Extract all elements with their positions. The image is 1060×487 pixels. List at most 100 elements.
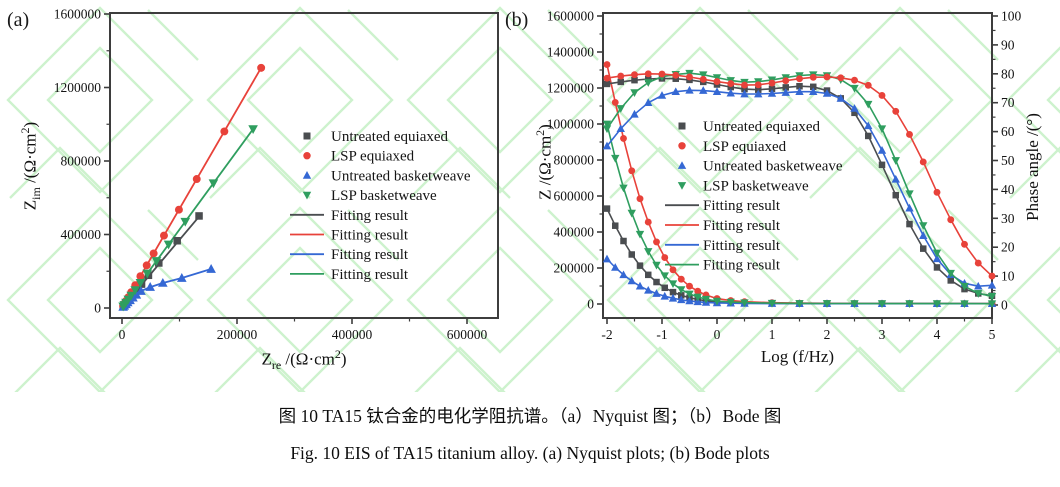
data-marker [850, 84, 859, 93]
data-marker [142, 261, 151, 270]
y-tick-label: 600000 [554, 189, 595, 204]
data-marker [686, 282, 693, 290]
data-marker [611, 263, 620, 271]
data-marker [195, 212, 203, 220]
y2-tick-label: 20 [1001, 240, 1015, 255]
data-marker [668, 293, 678, 302]
axis-title-text: Z [20, 199, 40, 211]
data-marker [809, 87, 818, 96]
data-marker [740, 89, 749, 98]
x-tick-label: 0 [714, 327, 721, 342]
data-marker [678, 292, 685, 299]
data-marker [603, 205, 611, 212]
data-marker [612, 222, 619, 229]
data-marker [864, 100, 873, 109]
data-marker [136, 286, 146, 295]
data-marker [660, 291, 669, 300]
data-marker [946, 269, 955, 278]
legend-label: Untreated equiaxed [331, 129, 449, 145]
x-tick-label: 4 [934, 327, 941, 342]
axis-title-text: ) [340, 349, 347, 369]
data-marker [677, 182, 687, 190]
data-marker [653, 278, 660, 286]
data-marker [727, 80, 735, 88]
data-marker [302, 171, 312, 179]
data-marker [932, 254, 942, 263]
data-marker [906, 220, 913, 228]
data-marker [947, 216, 955, 224]
data-marker [740, 299, 749, 308]
data-marker [754, 89, 763, 98]
data-marker [644, 285, 653, 294]
y-tick-label: 1000000 [547, 117, 595, 132]
data-marker [151, 257, 162, 266]
data-marker [891, 174, 900, 183]
data-marker [145, 282, 155, 291]
data-marker [677, 295, 686, 304]
data-marker [155, 259, 163, 267]
data-marker [822, 89, 832, 97]
data-marker [619, 270, 628, 279]
data-marker [628, 167, 636, 175]
legend-label: LSP equiaxed [331, 149, 415, 165]
axis-title-sub: re [271, 358, 282, 373]
data-marker [905, 190, 914, 199]
data-marker [837, 74, 845, 82]
data-marker [603, 61, 611, 69]
legend-label: LSP basketweave [331, 188, 437, 204]
series-phase-lsp-equiaxed [603, 70, 996, 280]
data-marker [627, 209, 636, 218]
data-marker [865, 132, 872, 140]
y-tick-label: 400000 [554, 225, 595, 240]
data-marker [686, 73, 693, 81]
chart-bode: -2 -1 0 1 2 3 4 5020000040000060000080000010000… [547, 9, 1022, 343]
y-tick-label: 1600000 [54, 7, 102, 22]
data-marker [142, 269, 153, 279]
data-marker [877, 125, 887, 134]
data-marker [636, 195, 644, 203]
data-marker [933, 264, 941, 271]
y2-tick-label: 80 [1001, 66, 1015, 81]
data-marker [685, 296, 694, 305]
data-marker [661, 254, 669, 262]
data-marker [208, 179, 219, 189]
y-tick-label: 800000 [554, 153, 595, 168]
data-marker [192, 175, 201, 183]
data-marker [851, 76, 858, 84]
data-marker [149, 249, 158, 258]
data-marker [701, 295, 711, 304]
data-marker [616, 105, 625, 113]
data-marker [685, 85, 694, 94]
data-marker [130, 286, 141, 295]
y-tick-label: 0 [587, 297, 594, 312]
legend-label: Fitting result [703, 238, 781, 254]
panel-label-a: (a) [7, 9, 30, 31]
data-marker [658, 70, 666, 78]
data-marker [136, 272, 145, 281]
data-marker [726, 298, 735, 307]
legend-label: Fitting result [331, 228, 409, 244]
data-marker [302, 191, 312, 200]
data-marker [635, 230, 645, 239]
axis-title-text: ) [535, 124, 555, 130]
data-marker [668, 280, 678, 289]
panel-label-b: (b) [505, 9, 529, 31]
data-marker [652, 261, 661, 270]
axis-title-text: /(Ω·cm [535, 135, 555, 190]
data-marker [960, 300, 969, 309]
data-marker [699, 75, 707, 83]
nyquist-y-axis-title: Zim /(Ω·cm2) [18, 11, 44, 321]
legend-label: LSP basketweave [703, 178, 809, 194]
data-marker [933, 188, 941, 196]
data-marker [947, 277, 954, 284]
data-marker [782, 77, 790, 85]
data-marker [892, 107, 900, 115]
x-tick-label: 2 [824, 327, 831, 342]
data-marker [810, 83, 817, 91]
y2-tick-label: 60 [1001, 124, 1015, 139]
data-marker [652, 289, 661, 297]
y2-tick-label: 30 [1001, 211, 1015, 226]
data-marker [131, 289, 142, 299]
legend-label: Fitting result [331, 267, 409, 283]
data-marker [611, 98, 619, 106]
